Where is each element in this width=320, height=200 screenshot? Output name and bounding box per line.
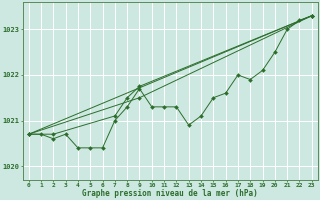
- X-axis label: Graphe pression niveau de la mer (hPa): Graphe pression niveau de la mer (hPa): [82, 189, 258, 198]
